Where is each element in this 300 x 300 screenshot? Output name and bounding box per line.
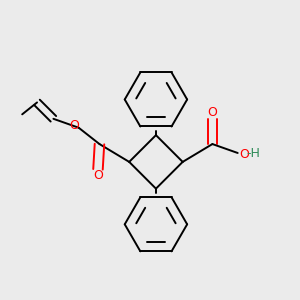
Text: O: O — [208, 106, 218, 119]
Text: O: O — [93, 169, 103, 182]
Text: O: O — [239, 148, 249, 161]
Text: O: O — [69, 119, 79, 132]
Text: -H: -H — [247, 147, 260, 160]
